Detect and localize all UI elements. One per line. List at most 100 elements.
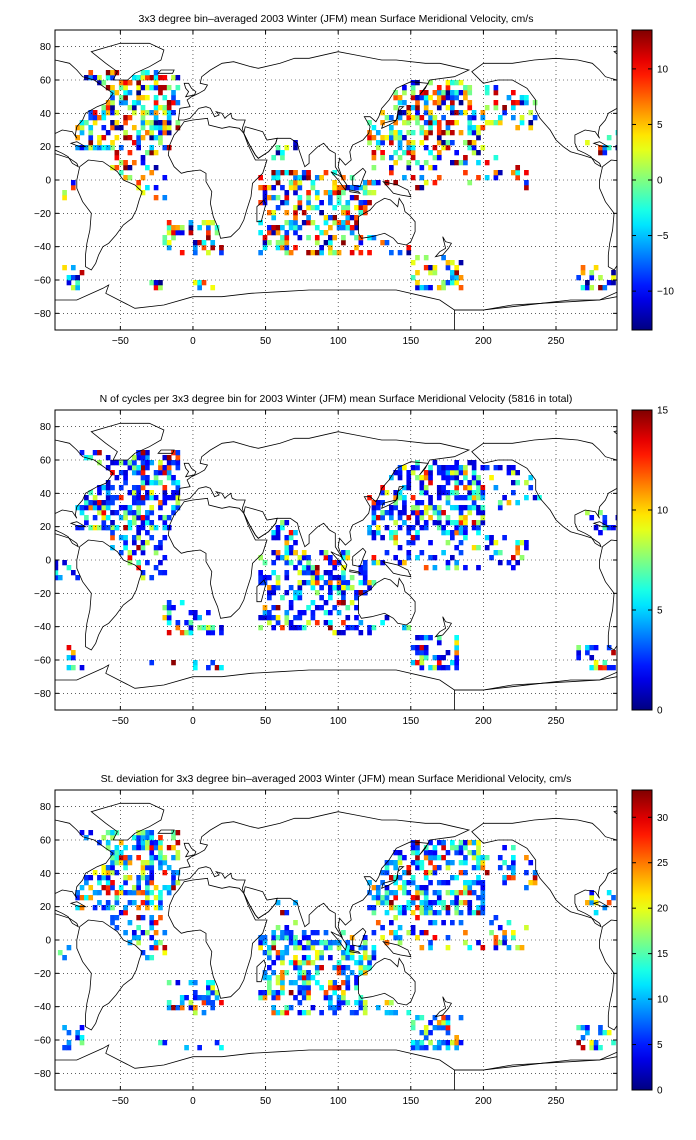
data-cell [367, 200, 372, 206]
data-cell [267, 965, 272, 971]
data-cell [267, 240, 272, 246]
data-cell [436, 900, 442, 906]
data-cell [323, 230, 329, 236]
data-cell [476, 510, 481, 516]
data-cell [345, 580, 351, 586]
coastline [167, 117, 268, 239]
data-cell [62, 560, 67, 566]
data-cell [79, 120, 85, 126]
data-cell [441, 90, 446, 96]
data-cell [297, 610, 303, 616]
data-cell [402, 85, 407, 91]
data-cell [140, 470, 146, 476]
data-cell [284, 930, 290, 936]
data-cell [410, 115, 416, 121]
data-cell [123, 115, 128, 121]
data-cell [428, 505, 433, 511]
data-cell [297, 180, 303, 186]
data-cell [110, 485, 115, 491]
data-cell [114, 895, 120, 901]
data-cell [450, 890, 455, 896]
data-cell [332, 235, 338, 241]
data-cell [336, 965, 342, 971]
data-cell [402, 890, 407, 896]
data-cell [441, 550, 446, 556]
data-cell [262, 940, 268, 946]
data-cell [105, 465, 111, 471]
data-cell [88, 500, 94, 506]
data-cell [297, 200, 303, 206]
data-cell [515, 165, 521, 171]
data-cell [393, 905, 399, 911]
chart-title: St. deviation for 3x3 degree bin–average… [101, 773, 572, 785]
coastline [243, 506, 278, 539]
data-cell [323, 190, 329, 196]
data-cell [306, 215, 311, 221]
data-cell [445, 1015, 451, 1021]
data-cell [524, 885, 529, 891]
data-cell [158, 460, 163, 466]
data-cell [284, 170, 290, 176]
data-cell [136, 925, 141, 931]
data-cell [497, 855, 503, 861]
data-cell [136, 90, 141, 96]
data-cell [450, 280, 455, 286]
data-cell [428, 555, 433, 561]
data-cell [162, 535, 168, 541]
data-cell [458, 530, 464, 536]
data-cell [201, 1000, 207, 1006]
data-cell [171, 875, 176, 881]
data-cell [166, 600, 172, 606]
data-cell [450, 1040, 455, 1046]
data-cell [158, 465, 163, 471]
data-cell [362, 935, 368, 941]
data-cell [323, 220, 329, 226]
data-cell [371, 165, 377, 171]
data-cell [471, 460, 477, 466]
data-cell [153, 475, 159, 481]
data-cell [580, 270, 586, 276]
data-cell [432, 850, 438, 856]
data-cell [497, 505, 503, 511]
data-cell [280, 990, 285, 996]
data-cell [131, 100, 137, 106]
data-cell [450, 860, 455, 866]
data-cell [101, 105, 107, 111]
data-cell [214, 990, 220, 996]
data-cell [371, 510, 377, 516]
coastline [471, 817, 617, 928]
data-cell [301, 930, 307, 936]
data-cell [384, 895, 390, 901]
data-cell [428, 945, 433, 951]
data-cell [280, 985, 285, 991]
data-cell [423, 505, 429, 511]
data-cell [445, 560, 451, 566]
data-cell [463, 95, 468, 101]
data-cell [367, 130, 372, 136]
data-cell [105, 840, 111, 846]
data-cell [110, 885, 115, 891]
data-cell [506, 865, 512, 871]
data-cell [389, 905, 394, 911]
data-cell [528, 485, 534, 491]
data-cell [306, 955, 311, 961]
data-cell [463, 520, 468, 526]
data-cell [354, 615, 359, 621]
data-cell [127, 900, 133, 906]
data-cell [458, 515, 464, 521]
data-cell [275, 180, 281, 186]
data-cell [423, 855, 429, 861]
data-cell [149, 945, 155, 951]
data-cell [367, 890, 372, 896]
data-cell [524, 180, 529, 186]
data-cell [105, 70, 111, 76]
data-cell [510, 930, 516, 936]
data-cell [349, 625, 355, 631]
data-cell [606, 1030, 612, 1036]
data-cell [332, 1010, 338, 1016]
data-cell [210, 660, 216, 666]
data-cell [415, 185, 420, 191]
data-cell [267, 980, 272, 986]
data-cell [328, 250, 333, 256]
data-cell [345, 555, 351, 561]
